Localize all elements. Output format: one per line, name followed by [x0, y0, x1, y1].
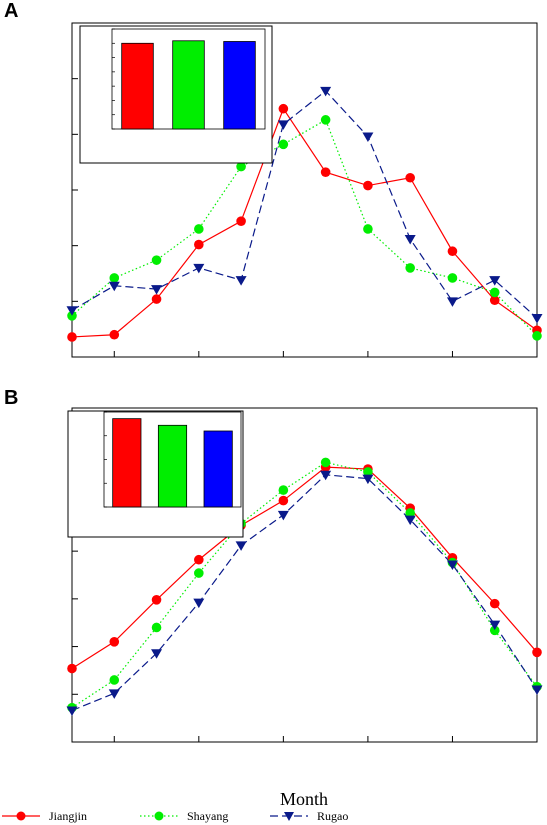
data-point-jiangjin [109, 329, 120, 340]
data-point-rugao [277, 510, 289, 521]
data-point-rugao [531, 314, 543, 324]
data-point-jiangjin [532, 647, 542, 658]
panel-a-precipitation-chart [66, 22, 543, 358]
legend-label-rugao: Rugao [317, 809, 348, 823]
series-line-shayang [71, 118, 538, 337]
panel-b-temperature-chart [66, 407, 543, 743]
data-point-rugao [277, 120, 289, 130]
data-point-jiangjin [67, 332, 77, 342]
data-point-rugao [151, 285, 163, 295]
data-point-rugao [151, 649, 163, 659]
data-point-shayang [363, 224, 373, 234]
data-point-shayang [405, 263, 415, 273]
data-point-rugao [489, 620, 501, 631]
data-point-shayang [320, 115, 331, 125]
data-point-shayang [236, 161, 246, 172]
panel-letter-b: B [4, 387, 18, 409]
series-line-jiangjin [71, 107, 538, 338]
data-point-rugao [66, 306, 78, 316]
data-point-rugao [362, 474, 374, 485]
data-point-shayang [109, 273, 120, 283]
plot-frame [71, 407, 538, 743]
data-point-jiangjin [363, 180, 373, 191]
data-point-rugao [320, 470, 332, 481]
data-point-rugao [108, 689, 120, 699]
data-point-shayang [320, 457, 331, 468]
inset-bar-shayang [157, 424, 188, 508]
series-line-rugao [71, 90, 538, 319]
inset-bar-jiangjin [112, 418, 142, 508]
data-point-jiangjin [67, 663, 77, 674]
data-point-shayang [447, 273, 458, 283]
data-point-jiangjin [278, 495, 289, 506]
data-point-rugao [108, 281, 120, 292]
data-point-jiangjin [405, 172, 415, 183]
data-point-jiangjin [151, 294, 162, 304]
data-point-jiangjin [489, 295, 500, 306]
legend-marker-jiangjin [16, 811, 26, 821]
data-point-shayang [363, 467, 373, 477]
data-point-rugao [446, 560, 458, 571]
data-point-rugao [66, 706, 78, 717]
data-point-jiangjin [236, 216, 246, 226]
data-point-jiangjin [194, 554, 204, 565]
inset-bar-chart [67, 410, 244, 538]
legend-marker-shayang [154, 811, 164, 821]
data-point-rugao [531, 685, 543, 696]
inset-bar-rugao [223, 41, 256, 130]
inset-bar-shayang [172, 40, 205, 130]
data-point-shayang [278, 139, 289, 150]
inset-bar-rugao [203, 430, 233, 508]
data-point-shayang [278, 485, 289, 495]
data-point-shayang [151, 622, 162, 633]
data-point-shayang [489, 287, 500, 298]
data-point-rugao [404, 234, 416, 245]
legend: Jiangjin Shayang Rugao [2, 809, 348, 823]
data-point-rugao [489, 276, 501, 286]
data-point-shayang [194, 224, 204, 234]
data-point-jiangjin [278, 103, 289, 114]
data-point-jiangjin [151, 595, 162, 605]
series-line-jiangjin [71, 466, 538, 670]
data-point-shayang [405, 508, 415, 518]
data-point-shayang [489, 625, 500, 636]
data-point-rugao [235, 276, 247, 286]
series-line-shayang [71, 461, 538, 709]
data-point-jiangjin [109, 637, 120, 647]
data-point-rugao [235, 541, 247, 551]
panel-letter-a: A [4, 0, 18, 22]
data-point-rugao [362, 132, 374, 143]
data-point-shayang [67, 311, 77, 321]
data-point-rugao [446, 297, 458, 307]
legend-marker-rugao [284, 812, 294, 821]
data-point-shayang [109, 675, 120, 685]
data-point-rugao [193, 263, 205, 274]
inset-bar-jiangjin [121, 42, 154, 130]
inset-bar-chart [79, 25, 273, 164]
data-point-shayang [151, 255, 162, 265]
x-axis-title: Month [280, 789, 328, 809]
data-point-rugao [404, 515, 416, 526]
data-point-jiangjin [447, 246, 458, 257]
data-point-shayang [194, 568, 204, 578]
data-point-shayang [532, 331, 542, 341]
data-point-jiangjin [320, 167, 331, 177]
data-point-jiangjin [194, 239, 204, 250]
data-point-rugao [320, 86, 332, 97]
data-point-rugao [193, 598, 205, 609]
legend-label-shayang: Shayang [187, 809, 228, 823]
data-point-jiangjin [489, 598, 500, 609]
legend-label-jiangjin: Jiangjin [49, 809, 87, 823]
